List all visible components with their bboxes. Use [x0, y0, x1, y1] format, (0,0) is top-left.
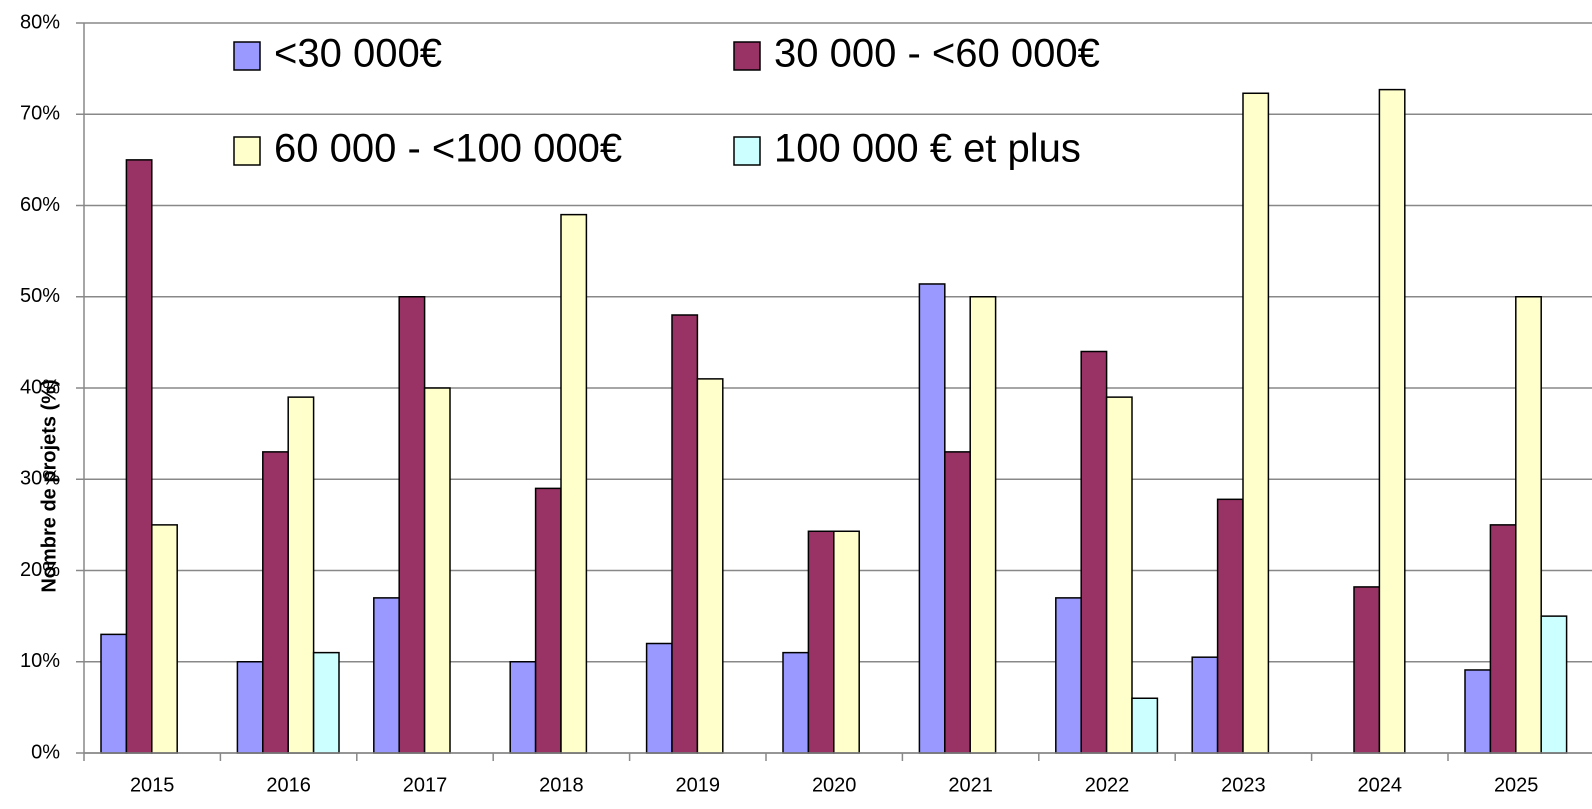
- bar: [1055, 597, 1082, 754]
- bar: [509, 661, 537, 754]
- bar: [696, 378, 724, 754]
- legend-swatch: [233, 41, 261, 71]
- bar: [807, 530, 835, 754]
- bar: [151, 524, 178, 754]
- x-tick-label: 2025: [1494, 774, 1539, 796]
- bar: [1353, 586, 1381, 754]
- legend-label: <30 000€: [274, 32, 442, 76]
- y-tick-label: 50%: [20, 285, 60, 307]
- axes: 0% 10% 20% 30% 40% 50% 60% 70% 80% 2015 2016 2017 20…: [20, 11, 1592, 796]
- y-tick-label: 60%: [20, 194, 60, 216]
- y-tick-label: 10%: [20, 650, 60, 672]
- y-axis-label: Nombre de projets (%): [38, 379, 60, 592]
- x-tick-label: 2018: [539, 774, 584, 796]
- x-tick-label: 2020: [812, 774, 857, 796]
- x-tick-label: 2023: [1221, 774, 1266, 796]
- legend-label: 30 000 - <60 000€: [774, 32, 1100, 76]
- x-tick-label: 2017: [403, 774, 448, 796]
- bar: [398, 296, 426, 754]
- bar: [534, 487, 562, 754]
- bar: [373, 597, 400, 754]
- bar: [287, 396, 315, 754]
- legend-label: 100 000 € et plus: [774, 127, 1081, 171]
- bar: [671, 314, 699, 754]
- x-tick-label: 2021: [948, 774, 993, 796]
- bar: [100, 633, 128, 754]
- bar: [236, 661, 264, 754]
- legend-label: 60 000 - <100 000€: [274, 127, 622, 171]
- x-tick-label: 2024: [1358, 774, 1403, 796]
- bar: [1191, 656, 1219, 754]
- bar: [1105, 396, 1133, 754]
- bar: [1489, 524, 1517, 754]
- bar: [1378, 88, 1406, 754]
- y-tick-label: 20%: [20, 559, 60, 581]
- bar: [969, 296, 997, 754]
- legend-swatch: [733, 136, 761, 166]
- bar: [125, 159, 153, 754]
- bar: [1540, 615, 1568, 754]
- y-tick-label: 30%: [20, 468, 60, 490]
- bar: [1464, 669, 1492, 754]
- x-tick-label: 2016: [266, 774, 311, 796]
- bar: [918, 283, 946, 754]
- bar: [423, 387, 451, 754]
- bar: [1080, 350, 1108, 754]
- y-tick-label: 40%: [20, 376, 60, 398]
- bar: [560, 213, 588, 754]
- bar: [944, 451, 971, 754]
- y-tick-label: 80%: [20, 11, 60, 33]
- bar: [782, 651, 810, 754]
- bar: [1515, 296, 1542, 754]
- legend-swatch: [733, 41, 761, 71]
- x-tick-label: 2019: [676, 774, 721, 796]
- x-tick-label: 2015: [130, 774, 175, 796]
- bar: [1216, 498, 1244, 754]
- bar: [833, 530, 860, 754]
- y-tick-label: 70%: [20, 103, 60, 125]
- legend-swatch: [233, 136, 261, 166]
- bar: [262, 451, 289, 754]
- bar: [1131, 697, 1159, 754]
- bars: [100, 88, 1568, 754]
- bar: [645, 642, 673, 754]
- bar: [1242, 92, 1270, 754]
- bar: [312, 651, 340, 754]
- x-tick-label: 2022: [1085, 774, 1130, 796]
- y-tick-label: 0%: [31, 741, 60, 763]
